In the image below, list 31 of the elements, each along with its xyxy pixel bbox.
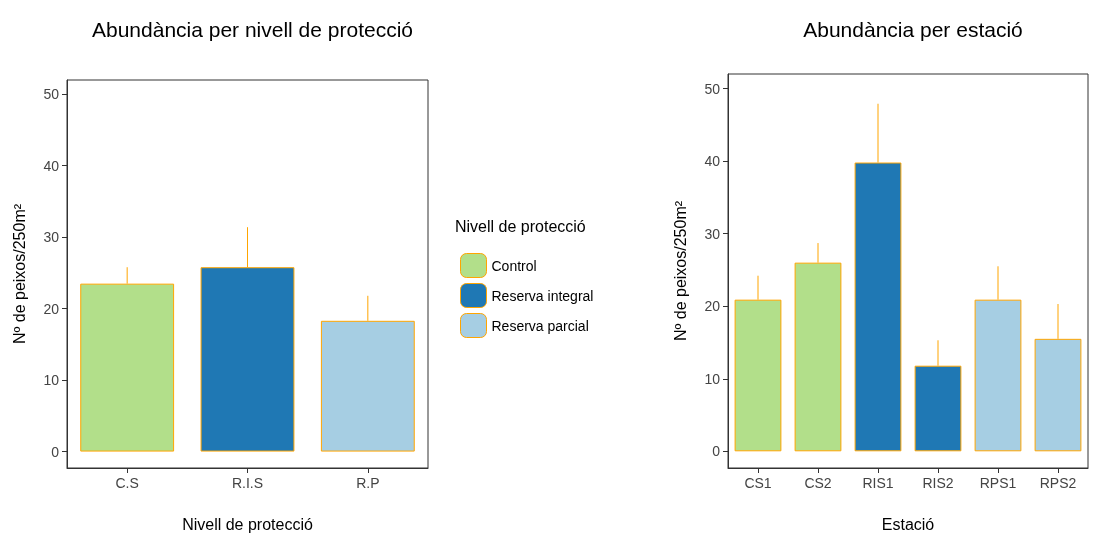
legend-label: Reserva integral: [491, 287, 594, 304]
x-axis-title: Estació: [881, 515, 935, 533]
x-tick-label: RPS2: [1039, 475, 1077, 491]
y-tick-label: 40: [43, 157, 60, 174]
legend-label: Reserva parcial: [491, 317, 589, 334]
y-tick-label: 0: [712, 443, 721, 460]
x-axis-title: Nivell de protecció: [182, 515, 313, 533]
y-tick-label: 50: [43, 86, 60, 103]
x-tick-label: R.I.S: [231, 475, 264, 491]
legend-label: Control: [491, 257, 537, 274]
y-axis-title: Nº de peixos/250m²: [671, 200, 689, 342]
y-tick-label: 10: [43, 372, 60, 389]
chart-title: Abundància per nivell de protecció: [91, 18, 414, 41]
y-tick-label: 20: [704, 298, 721, 315]
x-tick-label: RIS2: [922, 475, 954, 491]
y-tick-label: 30: [43, 229, 60, 246]
x-tick-label: RPS1: [979, 475, 1017, 491]
y-tick-label: 50: [704, 80, 721, 97]
y-axis-title: Nº de peixos/250m²: [10, 203, 28, 345]
y-tick-label: 20: [43, 300, 60, 317]
x-tick-label: CS1: [744, 475, 772, 491]
chart-title: Abundància per estació: [803, 18, 1023, 41]
y-tick-label: 40: [704, 153, 721, 170]
y-tick-label: 30: [704, 225, 721, 242]
x-tick-label: CS2: [804, 475, 832, 491]
y-tick-label: 0: [51, 443, 60, 460]
y-tick-label: 10: [704, 370, 721, 387]
legend-title: Nivell de protecció: [455, 217, 586, 235]
x-tick-label: C.S: [115, 475, 139, 491]
x-tick-label: RIS1: [862, 475, 894, 491]
x-tick-label: R.P: [356, 475, 380, 491]
